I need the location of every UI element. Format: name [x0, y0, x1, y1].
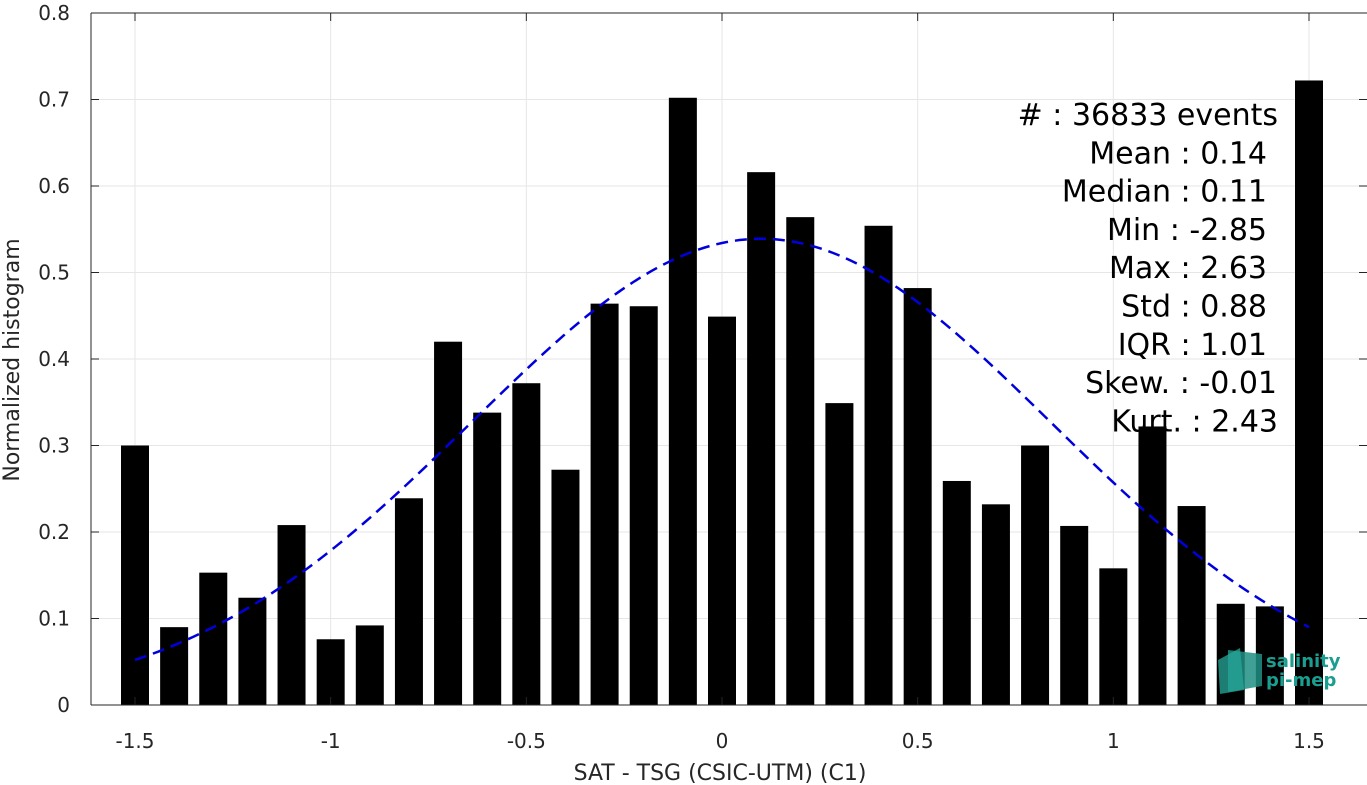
x-tick-labels: -1.5 -1 -0.5 0 0.5 1 1.5: [115, 729, 1324, 753]
histogram-bar: [316, 639, 345, 705]
histogram-bar: [629, 306, 658, 705]
histogram-bar: [590, 303, 619, 705]
histogram-bar: [121, 445, 149, 705]
x-tick-label: 0.5: [902, 729, 934, 753]
histogram-bars: [121, 80, 1323, 706]
stats-line: Max : 2.63: [1109, 251, 1267, 286]
histogram-bar: [160, 627, 189, 705]
stats-line: # : 36833 events: [1018, 98, 1278, 133]
x-tick-label: 1.5: [1293, 729, 1325, 753]
histogram-bar: [903, 288, 932, 705]
gaussian-fit: [134, 237, 1310, 662]
histogram-bar: [1060, 525, 1089, 705]
histogram-bar: [1138, 426, 1167, 705]
histogram-bar: [238, 597, 267, 705]
axes: [90, 12, 1367, 706]
y-tick-label: 0.1: [38, 607, 70, 631]
histogram-bar: [512, 383, 541, 705]
stats-line: IQR : 1.01: [1118, 328, 1267, 363]
histogram-bar: [708, 316, 736, 705]
gaussian-fit-line: [134, 237, 1310, 662]
histogram-bar: [394, 498, 423, 705]
logo-text-line1: salinity: [1266, 651, 1341, 672]
stats-line: Kurt. : 2.43: [1111, 404, 1278, 439]
salinity-pimep-logo: salinity pi-mep: [1218, 648, 1341, 694]
x-tick-label: 0: [716, 729, 729, 753]
x-tick-label: -1.5: [115, 729, 154, 753]
histogram-bar: [1177, 506, 1206, 705]
y-tick-label: 0.5: [38, 261, 70, 285]
histogram-bar: [277, 525, 306, 705]
y-tick-labels: 0 0.1 0.2 0.3 0.4 0.5 0.6 0.7 0.8: [38, 1, 70, 717]
logo-cube-face-icon: [1218, 648, 1244, 694]
histogram-bar: [942, 480, 971, 705]
stats-line: Median : 0.11: [1062, 175, 1267, 210]
y-tick-label: 0: [57, 693, 70, 717]
histogram-bar: [786, 217, 815, 705]
stats-line: Mean : 0.14: [1089, 136, 1267, 171]
histogram-bar: [1021, 445, 1050, 705]
y-tick-label: 0.3: [38, 434, 70, 458]
histogram-bar: [981, 504, 1010, 705]
histogram-bar: [747, 172, 776, 705]
stats-line: Skew. : -0.01: [1085, 366, 1277, 401]
y-tick-label: 0.7: [38, 88, 70, 112]
logo-text-line2: pi-mep: [1266, 670, 1336, 691]
y-axis-title: Normalized histogram: [0, 238, 25, 481]
stats-line: Min : -2.85: [1107, 213, 1267, 248]
histogram-bar: [434, 341, 463, 705]
histogram-bar: [1099, 568, 1128, 705]
y-tick-label: 0.6: [38, 174, 70, 198]
histogram-bar: [1295, 80, 1323, 706]
x-tick-label: -0.5: [507, 729, 546, 753]
x-tick-label: -1: [321, 729, 341, 753]
histogram-bar: [668, 97, 697, 705]
y-tick-label: 0.8: [38, 1, 70, 25]
y-tick-label: 0.4: [38, 347, 70, 371]
histogram-bar: [825, 403, 854, 705]
histogram-bar: [473, 412, 502, 705]
x-tick-label: 1: [1107, 729, 1120, 753]
histogram-bar: [864, 225, 893, 706]
stats-line: Std : 0.88: [1121, 290, 1267, 325]
x-axis-title: SAT - TSG (CSIC-UTM) (C1): [574, 761, 867, 785]
histogram-bar: [355, 625, 384, 705]
y-tick-label: 0.2: [38, 520, 70, 544]
histogram-bar: [551, 469, 580, 705]
histogram-bar: [199, 572, 228, 705]
